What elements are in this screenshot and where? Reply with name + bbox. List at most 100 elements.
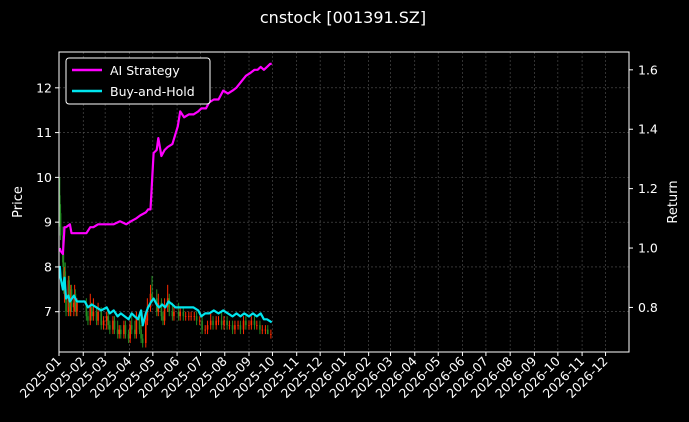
candle-body [264,329,267,331]
candle-body [184,316,187,317]
candle-body [162,316,164,321]
candle-body [259,325,261,330]
chart-title: cnstock [001391.SZ] [260,8,426,27]
candle-body [270,334,272,335]
series-lines [58,62,273,327]
candle-body [228,325,231,326]
y-right-tick-label: 1.4 [638,122,658,137]
y-left-tick-label: 7 [44,304,52,319]
candle-body [58,195,61,214]
candle-body [102,320,105,326]
candle-body [209,320,212,326]
candle-body [195,316,198,321]
candle-body [223,320,225,326]
candle-body [112,320,114,330]
y-axis-left-ticks: 7 8 9 10 11 12 [36,80,59,319]
candle-body [107,316,110,326]
candle-body [163,307,166,321]
candle-body [134,329,136,335]
candle-body [138,316,141,330]
candle-body [179,311,181,317]
candle-body [116,329,119,335]
candle-body [129,325,131,339]
candle-body [206,325,209,330]
candle-body [149,293,152,308]
y-right-tick-label: 1.0 [638,241,658,256]
candle-body [65,293,67,312]
candle-body [266,329,269,335]
candle-body [59,213,62,236]
legend-label-ai-strategy: AI Strategy [110,63,180,78]
candle-body [173,311,175,317]
candle-body [171,311,174,317]
y-right-tick-label: 0.8 [638,300,658,315]
y-axis-right-ticks: 0.8 1.0 1.2 1.4 1.6 [629,62,658,315]
y-right-tick-label: 1.6 [638,62,658,77]
candle-body [124,325,127,335]
series-line-buy-and-hold [58,265,273,327]
candle-body [245,320,247,326]
candle-body [226,320,228,326]
candle-body [85,302,88,317]
candle-body [100,311,103,326]
candle-body [182,311,185,317]
candle-body [190,316,192,317]
candle-body [123,325,125,335]
candle-body [256,325,258,326]
legend: AI Strategy Buy-and-Hold [65,57,211,105]
y-axis-left-label: Price [11,186,26,218]
candle-body [118,329,121,335]
candle-body [92,311,95,317]
candle-body [215,320,217,326]
y-left-tick-label: 9 [44,215,52,230]
candle-body [144,320,147,344]
candle-body [105,316,108,321]
y-right-tick-label: 1.2 [638,181,658,196]
candle-body [212,320,214,326]
candle-body [261,329,264,331]
candle-body [127,334,130,339]
candle-body [95,311,98,321]
candle-body [168,298,171,312]
y-left-tick-label: 10 [36,170,52,185]
candle-body [204,329,207,331]
candle-body [97,311,99,321]
candle-body [187,316,190,317]
legend-label-buy-and-hold: Buy-and-Hold [110,84,195,99]
candle-body [109,325,111,330]
candle-body [141,338,144,344]
candle-body [248,325,250,326]
candle-body [87,316,89,321]
candle-body [73,302,75,308]
candle-body [135,316,138,335]
candle-body [68,280,70,303]
candle-body [237,325,239,326]
series-line-ai-strategy [58,62,272,256]
candle-body [89,307,92,321]
candle-body [220,320,223,326]
candle-body [242,320,245,330]
candle-body [193,316,196,317]
y-left-tick-label: 11 [36,125,52,140]
y-left-tick-label: 12 [36,80,52,95]
candle-body [113,320,116,330]
candle-body [198,320,201,322]
y-axis-right-label: Return [666,180,681,223]
candle-body [177,311,180,317]
candle-body [160,302,163,317]
candle-body [119,329,122,335]
candle-body [151,293,153,299]
candle-body [231,325,234,330]
candle-body [217,320,220,322]
candle-body [239,325,242,330]
candle-body [234,325,236,330]
candle-body [253,320,256,326]
candle-body [146,307,149,321]
y-left-tick-label: 8 [44,259,52,274]
candle-body [76,302,78,312]
candle-body [130,325,133,330]
candle-body [201,320,203,330]
candle-body [250,320,253,326]
candle-body [91,307,93,317]
